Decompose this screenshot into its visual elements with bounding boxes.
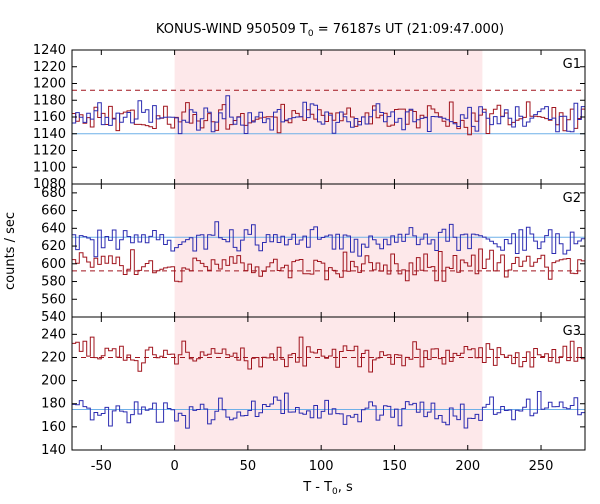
series-red-g1 (72, 101, 585, 136)
series-blue-g1 (72, 95, 585, 135)
y-tick-label: 1240 (33, 43, 66, 58)
x-tick-label: 200 (455, 459, 480, 474)
series-red-g3 (72, 336, 585, 373)
y-tick-label: 140 (41, 443, 66, 458)
panel-label: G3 (563, 324, 581, 339)
x-tick-label: 50 (240, 459, 257, 474)
y-tick-label: 660 (41, 204, 66, 219)
series-red-g2 (72, 248, 585, 283)
series-blue-g2 (72, 221, 585, 258)
y-tick-label: 220 (41, 350, 66, 365)
x-tick-label: 150 (382, 459, 407, 474)
y-tick-label: 1220 (33, 60, 66, 75)
y-tick-label: 1180 (33, 93, 66, 108)
panel-label: G2 (563, 191, 581, 206)
y-tick-label: 560 (41, 292, 66, 307)
panel-label: G1 (563, 57, 581, 72)
x-tick-label: 0 (170, 459, 178, 474)
y-tick-label: 1200 (33, 77, 66, 92)
y-tick-label: 540 (41, 310, 66, 325)
series-blue-g3 (72, 391, 585, 429)
y-tick-label: 600 (41, 257, 66, 272)
y-tick-label: 620 (41, 239, 66, 254)
y-tick-label: 640 (41, 221, 66, 236)
x-axis-label: T - T0, s (302, 480, 353, 497)
panel-frame (71, 316, 586, 451)
y-tick-label: 1100 (33, 160, 66, 175)
y-tick-label: 1160 (33, 110, 66, 125)
y-axis-label: counts / sec (3, 212, 18, 290)
y-tick-label: 680 (41, 186, 66, 201)
chart-title: KONUS-WIND 950509 T0 = 76187s UT (21:09:… (156, 22, 504, 39)
y-tick-label: 1120 (33, 144, 66, 159)
x-tick-label: -50 (91, 459, 112, 474)
y-tick-label: 240 (41, 327, 66, 342)
plot-panels: 108011001120114011601180120012201240G154… (33, 43, 586, 474)
x-tick-label: 100 (309, 459, 334, 474)
panel-g3: 140 160 180 200 220 240 G3 (41, 316, 586, 458)
y-tick-label: 200 (41, 374, 66, 389)
y-tick-label: 580 (41, 275, 66, 290)
y-tick-label: 1080 (33, 177, 66, 192)
x-tick-label: 250 (529, 459, 554, 474)
y-tick-label: 160 (41, 420, 66, 435)
y-tick-label: 1140 (33, 127, 66, 142)
panel-g2: 540 560 580 600 620 640 660 680 G2 (41, 183, 586, 325)
y-tick-label: 180 (41, 397, 66, 412)
